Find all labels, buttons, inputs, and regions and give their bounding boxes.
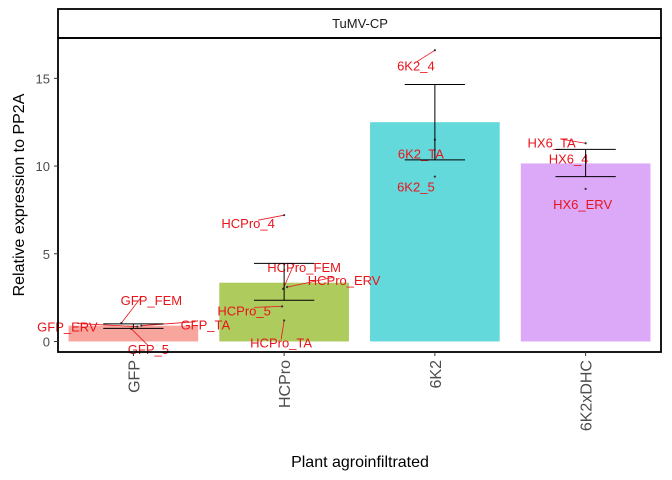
panel-border bbox=[57, 37, 662, 353]
point-label: 6K2_4 bbox=[397, 58, 435, 73]
facet-title: TuMV-CP bbox=[332, 16, 388, 31]
x-tick-label: 6K2 bbox=[428, 360, 445, 389]
x-tick-label: GFP bbox=[126, 360, 143, 393]
label-leader bbox=[287, 276, 335, 288]
point-label: HCPro_5 bbox=[217, 303, 270, 318]
x-tick-label: HCPro bbox=[277, 360, 294, 408]
point-label: HX6_4 bbox=[549, 151, 589, 166]
data-point bbox=[283, 214, 286, 217]
point-label: HCPro_TA bbox=[250, 335, 312, 350]
label-leader bbox=[415, 49, 436, 63]
y-tick-label: 5 bbox=[43, 247, 50, 262]
point-label: GFP_ERV bbox=[37, 320, 98, 335]
data-point bbox=[433, 49, 436, 52]
data-point bbox=[136, 325, 139, 328]
point-label: HCPro_4 bbox=[221, 216, 274, 231]
point-label: HX6_TA bbox=[528, 135, 576, 150]
x-axis-title: Plant agroinfiltrated bbox=[291, 454, 429, 471]
point-label: HX6_ERV bbox=[553, 197, 612, 212]
data-point bbox=[140, 324, 143, 327]
label-leader bbox=[280, 320, 285, 340]
label-leader bbox=[141, 321, 196, 327]
label-leader bbox=[258, 214, 285, 221]
data-point bbox=[584, 187, 587, 190]
label-leader bbox=[282, 263, 295, 290]
label-leader bbox=[561, 138, 586, 144]
x-tick-label: 6K2xDHC bbox=[579, 360, 596, 431]
label-leader bbox=[121, 296, 142, 324]
data-point bbox=[281, 305, 284, 308]
label-leader bbox=[254, 305, 283, 308]
label-leader bbox=[131, 328, 149, 347]
facet-strip-box bbox=[57, 8, 662, 39]
data-point bbox=[433, 175, 436, 178]
y-tick-label: 15 bbox=[36, 71, 50, 86]
facet-strip: TuMV-CP bbox=[57, 8, 662, 39]
y-axis-title: Relative expression to PP2A bbox=[11, 93, 28, 296]
point-label: 6K2_5 bbox=[397, 180, 435, 195]
y-tick-label: 0 bbox=[43, 334, 50, 349]
point-label: 6K2_TA bbox=[398, 147, 444, 162]
point-label: GFP_TA bbox=[181, 318, 231, 333]
label-leader bbox=[77, 323, 138, 327]
point-label: GFP_FEM bbox=[121, 293, 182, 308]
point-label: GFP_5 bbox=[128, 342, 169, 357]
bar-GFP bbox=[68, 325, 199, 342]
y-tick-label: 10 bbox=[36, 159, 50, 174]
data-point bbox=[283, 319, 286, 322]
data-point bbox=[286, 285, 289, 289]
bar-6K2xDHC bbox=[520, 163, 651, 342]
point-label: HCPro_ERV bbox=[308, 273, 381, 288]
data-point bbox=[584, 142, 587, 145]
